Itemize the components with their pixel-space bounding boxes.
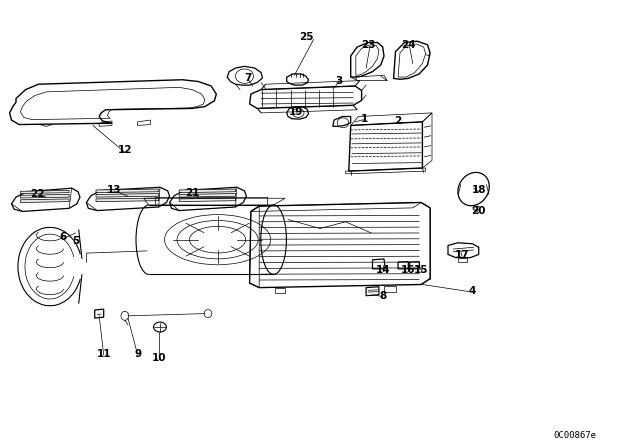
- Polygon shape: [96, 189, 159, 193]
- Text: 6: 6: [59, 233, 67, 242]
- Text: 18: 18: [472, 185, 486, 195]
- Text: 7: 7: [244, 73, 252, 83]
- Text: 17: 17: [455, 250, 469, 260]
- Text: 3: 3: [335, 76, 343, 86]
- Polygon shape: [20, 190, 69, 194]
- Text: 13: 13: [107, 185, 121, 195]
- Text: 11: 11: [97, 349, 111, 359]
- Polygon shape: [179, 194, 236, 197]
- Text: 15: 15: [414, 265, 428, 275]
- Text: 2: 2: [394, 116, 402, 126]
- Text: 9: 9: [134, 349, 141, 359]
- Text: 10: 10: [152, 353, 166, 363]
- Text: 1: 1: [361, 114, 369, 124]
- Text: 24: 24: [401, 40, 415, 50]
- Text: 14: 14: [376, 265, 390, 275]
- Polygon shape: [179, 189, 236, 193]
- Text: 5: 5: [72, 236, 79, 246]
- Polygon shape: [20, 199, 69, 202]
- Polygon shape: [179, 198, 236, 202]
- Text: 23: 23: [361, 40, 375, 50]
- Text: 12: 12: [118, 145, 132, 155]
- Polygon shape: [20, 194, 69, 198]
- Text: 22: 22: [30, 189, 44, 198]
- Polygon shape: [96, 194, 159, 197]
- Text: 19: 19: [289, 107, 303, 117]
- Text: 21: 21: [185, 188, 199, 198]
- Text: 20: 20: [472, 206, 486, 215]
- Text: 25: 25: [299, 32, 313, 42]
- Text: 0C00867e: 0C00867e: [553, 431, 596, 440]
- Text: 4: 4: [468, 286, 476, 296]
- Text: 16: 16: [401, 265, 415, 275]
- Polygon shape: [96, 198, 159, 202]
- Text: 8: 8: [379, 291, 387, 301]
